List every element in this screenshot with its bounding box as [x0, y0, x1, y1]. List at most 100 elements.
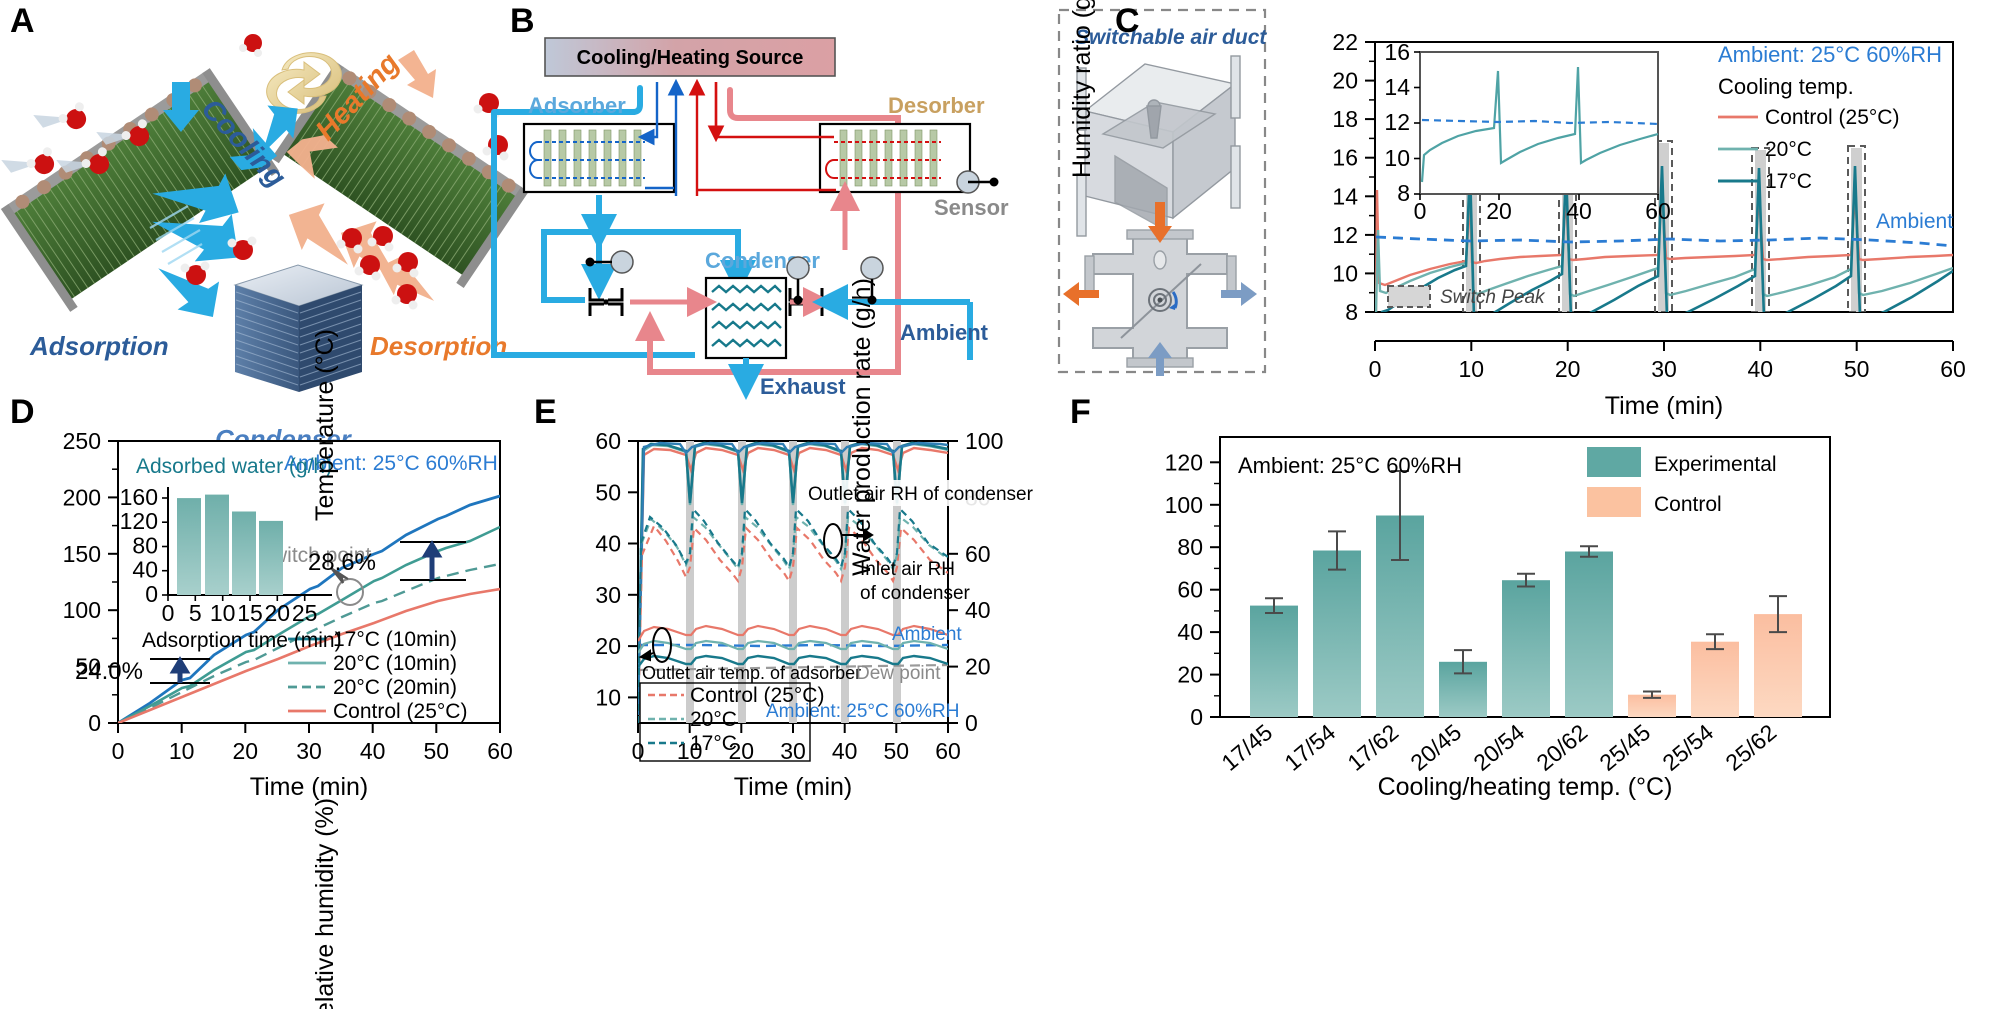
- panel-e-rh-callout-ellipse: [823, 523, 843, 559]
- panel-e-ambient: [638, 643, 948, 648]
- air-to-condenser: [599, 229, 756, 296]
- switchable-duct-illustration: Switchable air duct: [1057, 8, 1267, 376]
- panel-e-ytick-60: 60: [595, 428, 621, 454]
- cooling-vapor-streaks-icon: [149, 205, 203, 265]
- panel-c-xtick-10: 10: [1459, 356, 1485, 382]
- panel-e-ambient-label: Ambient: [892, 624, 962, 645]
- panel-e-legend: Control (25°C) 20°C 17°C: [639, 682, 824, 762]
- panel-b-schematic: Cooling/Heating Source Adsorber: [491, 37, 1009, 400]
- panel-c-xtick-60: 60: [1940, 356, 1966, 382]
- exhaust-label: Exhaust: [760, 374, 846, 399]
- desorber-fins-icon: [825, 129, 941, 187]
- adsorber-heat-exchanger: [0, 68, 280, 312]
- panel-b-letter: B: [510, 2, 535, 40]
- panel-c-switch-peak-label: Switch Peak: [1440, 287, 1546, 308]
- cool-loop-top: [491, 85, 643, 115]
- red-pipe-feed: [714, 82, 834, 139]
- panel-d-inset-bar-2: [232, 511, 256, 595]
- panel-d-xtick-40: 40: [360, 738, 386, 764]
- panel-e-ambient-note: Ambient: 25°C 60%RH: [766, 701, 959, 722]
- panel-e-temp-17c: [638, 441, 948, 716]
- panel-e-xlabel: Time (min): [734, 773, 853, 801]
- panel-c-inset-series-20c: [1420, 66, 1659, 183]
- panel-c-ytick-22: 22: [1332, 29, 1358, 55]
- panel-d-yaxis: 250 200 150 100 50 0: [63, 428, 118, 736]
- panel-e-ylabel: Temperature (°C): [311, 329, 339, 521]
- panel-c-xtick-40: 40: [1748, 356, 1774, 382]
- panel-f-xaxis: 17/45 17/54 17/62 20/45 20/54 20/62 25/4…: [1216, 719, 1781, 776]
- panel-f-ytick-80: 80: [1177, 534, 1203, 560]
- panel-f-ytick-100: 100: [1165, 492, 1203, 518]
- panel-e-y2tick-40: 40: [965, 597, 991, 623]
- panel-e-chart: Temperature (°C) Relative humidity (%) 6…: [311, 329, 1058, 1009]
- panel-f-xcat-2: 17/62: [1342, 719, 1403, 776]
- panel-e-xtick-40: 40: [832, 738, 858, 764]
- panel-f-legend-label-control: Control: [1654, 493, 1722, 516]
- panel-f-xcat-0: 17/45: [1216, 719, 1277, 776]
- panel-f-errorbar-3: [1454, 649, 1472, 675]
- panel-f-letter: F: [1070, 393, 1091, 431]
- panel-c-legend-title: Cooling temp.: [1718, 74, 1854, 99]
- panel-a-letter: A: [10, 2, 35, 40]
- panel-f-yaxis: 0 20 40 60 80 100 120: [1165, 449, 1220, 730]
- panel-d-xtick-60: 60: [487, 738, 513, 764]
- panel-f-ytick-0: 0: [1190, 704, 1203, 730]
- panel-f-bars: [1250, 470, 1802, 717]
- ambient-label: Ambient: [900, 320, 989, 345]
- panel-c-ytick-10: 10: [1332, 260, 1358, 286]
- panel-e-outlet-rh: [638, 441, 948, 716]
- panel-c-switch-peak-legend: Switch Peak: [1387, 285, 1546, 308]
- panel-f-ytick-40: 40: [1177, 619, 1203, 645]
- panel-d-ytick-0: 0: [88, 710, 101, 736]
- panel-f-xcat-3: 20/45: [1405, 719, 1466, 776]
- panel-d-switch-point-marker: [336, 578, 364, 606]
- panel-e-xaxis: 0 10 20 30 40 50 60: [632, 723, 961, 764]
- panel-e-ytick-50: 50: [595, 479, 621, 505]
- panel-d-gain-lower: 24.0%: [75, 656, 210, 685]
- cooling-heating-source-label: Cooling/Heating Source: [577, 47, 804, 69]
- panel-d-inset-title: Adsorbed water (g/h): [136, 455, 332, 478]
- desorber-label: Desorber: [888, 93, 985, 118]
- panel-d-series-17c: [118, 494, 500, 723]
- panel-c-ytick-20: 20: [1332, 68, 1358, 94]
- panel-c-xtick-0: 0: [1369, 356, 1382, 382]
- panel-c-xlabel: Time (min): [1605, 392, 1724, 420]
- sensor-icon-4: [956, 170, 999, 194]
- duct-arrow-right-icon: [1221, 282, 1257, 306]
- panel-f-legend-swatch-experimental: [1587, 447, 1641, 477]
- panel-d-inset-ytick-120: 120: [120, 508, 158, 534]
- panel-c-series-control: [1375, 189, 1953, 312]
- panel-e-temp-callout-ellipse: [652, 627, 672, 663]
- duct-cross-section-icon: [1063, 202, 1257, 376]
- panel-c-inset-ytick-10: 10: [1384, 145, 1410, 171]
- panel-e-switch-bands: [686, 441, 901, 723]
- condenser-coil-icon: [711, 284, 782, 348]
- panel-f-bar-4: [1502, 580, 1550, 717]
- panel-d-inset-ytick-0: 0: [145, 581, 158, 607]
- panel-c-inset-ytick-16: 16: [1384, 39, 1410, 65]
- panel-d-switch-point-arrow-icon: [330, 567, 349, 584]
- panel-c-inset-ytick-14: 14: [1384, 74, 1410, 100]
- sensor-icon-1: [585, 250, 634, 274]
- panel-c-legend-label-20c: 20°C: [1765, 138, 1812, 161]
- panel-d-ytick-150: 150: [63, 541, 101, 567]
- panel-d-inset: Adsorbed water (g/h) 0 40 80 120 160 0 5…: [120, 455, 342, 652]
- panel-e-ytick-20: 20: [595, 633, 621, 659]
- heat-loop-outer: [647, 87, 901, 375]
- panel-d-ytick-50: 50: [75, 654, 101, 680]
- panel-e-xtick-30: 30: [780, 738, 806, 764]
- panel-f-xcat-1: 17/54: [1279, 719, 1340, 776]
- panel-d-inset-bar-0: [177, 498, 201, 595]
- panel-d-inset-ytick-80: 80: [132, 533, 158, 559]
- panel-e-outlet-temp-control: [638, 624, 948, 642]
- panel-c-ytick-14: 14: [1332, 183, 1358, 209]
- panel-d-inset-xtick-25: 25: [292, 600, 318, 626]
- panel-c-ytick-8: 8: [1345, 299, 1358, 325]
- panel-e-outlet-temp-17c: [638, 654, 948, 668]
- panel-d-ambient-note: Ambient: 25°C 60%RH: [284, 452, 498, 475]
- panel-c-ylabel: Humidity ratio (g/kg dry air): [1068, 0, 1096, 178]
- panel-f-errorbar-6: [1643, 690, 1661, 699]
- panel-f-legend: Experimental Control: [1587, 447, 1777, 517]
- panel-d-ytick-250: 250: [63, 428, 101, 454]
- panel-e-inlet-rh-17c: [638, 506, 948, 723]
